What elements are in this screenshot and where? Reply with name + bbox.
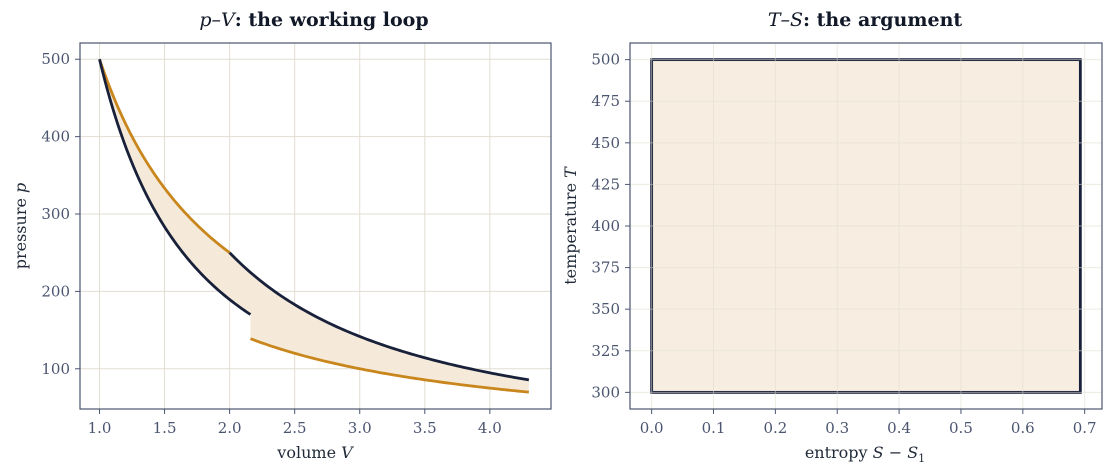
pv-x-tick-label: 1.0: [88, 419, 112, 437]
pv-x-tick-label: 3.5: [413, 419, 437, 437]
ts-x-tick-label: 0.6: [1011, 419, 1035, 437]
pv-x-tick-label: 4.0: [478, 419, 502, 437]
ts-x-tick-label: 0.3: [825, 419, 849, 437]
ts-x-axis-label: entropy S − S1: [805, 443, 925, 465]
pv-x-axis-label: volume V: [276, 443, 354, 462]
ts-x-tick-label: 0.5: [949, 419, 973, 437]
ts-x-tick-label: 0.1: [702, 419, 726, 437]
pv-x-tick-label: 2.5: [283, 419, 307, 437]
pv-chart-title: p–V: the working loop: [199, 9, 428, 31]
ts-x-tick-label: 0.0: [640, 419, 664, 437]
adiabat-compression-curve: [98, 58, 252, 316]
ts-y-tick-label: 425: [591, 175, 620, 193]
ts-y-tick-label: 350: [591, 300, 620, 318]
ts-y-tick-label: 450: [591, 134, 620, 152]
ts-y-tick-label: 400: [591, 217, 620, 235]
pv-x-tick-label: 2.0: [218, 419, 242, 437]
pv-y-tick-label: 200: [41, 282, 70, 300]
ts-x-tick-label: 0.2: [763, 419, 787, 437]
cold-isotherm-curve: [249, 337, 530, 394]
ts-x-tick-label: 0.4: [887, 419, 911, 437]
pv-y-tick-label: 500: [41, 50, 70, 68]
adiabat-expansion-curve: [228, 251, 530, 382]
ts-y-tick-label: 475: [591, 92, 620, 110]
pv-y-tick-label: 300: [41, 205, 70, 223]
ts-y-tick-label: 300: [591, 383, 620, 401]
ts-chart-title: T–S: the argument: [768, 9, 963, 31]
pv-x-tick-label: 3.0: [348, 419, 372, 437]
ts-y-axis-label: temperature T: [561, 166, 580, 285]
pv-y-tick-label: 400: [41, 128, 70, 146]
hot-isotherm-curve: [98, 58, 231, 254]
pv-x-tick-label: 1.5: [153, 419, 177, 437]
pv-y-tick-label: 100: [41, 360, 70, 378]
ts-y-tick-label: 375: [591, 259, 620, 277]
pv-y-axis-label: pressure p: [11, 183, 30, 270]
ts-x-tick-label: 0.7: [1073, 419, 1097, 437]
pv-plot-frame: [79, 42, 552, 410]
pv-chart: p–V: the working loop 1.0 1.5 2.0 2.5 3.0 3.5…: [11, 9, 552, 462]
ts-y-tick-label: 500: [591, 51, 620, 69]
pv-loop-area: [99, 59, 529, 393]
ts-chart: T–S: the argument 0.0 0.1 0.2 0.3 0.4 0.5 0.6 0…: [561, 9, 1103, 465]
ts-y-tick-label: 325: [591, 342, 620, 360]
